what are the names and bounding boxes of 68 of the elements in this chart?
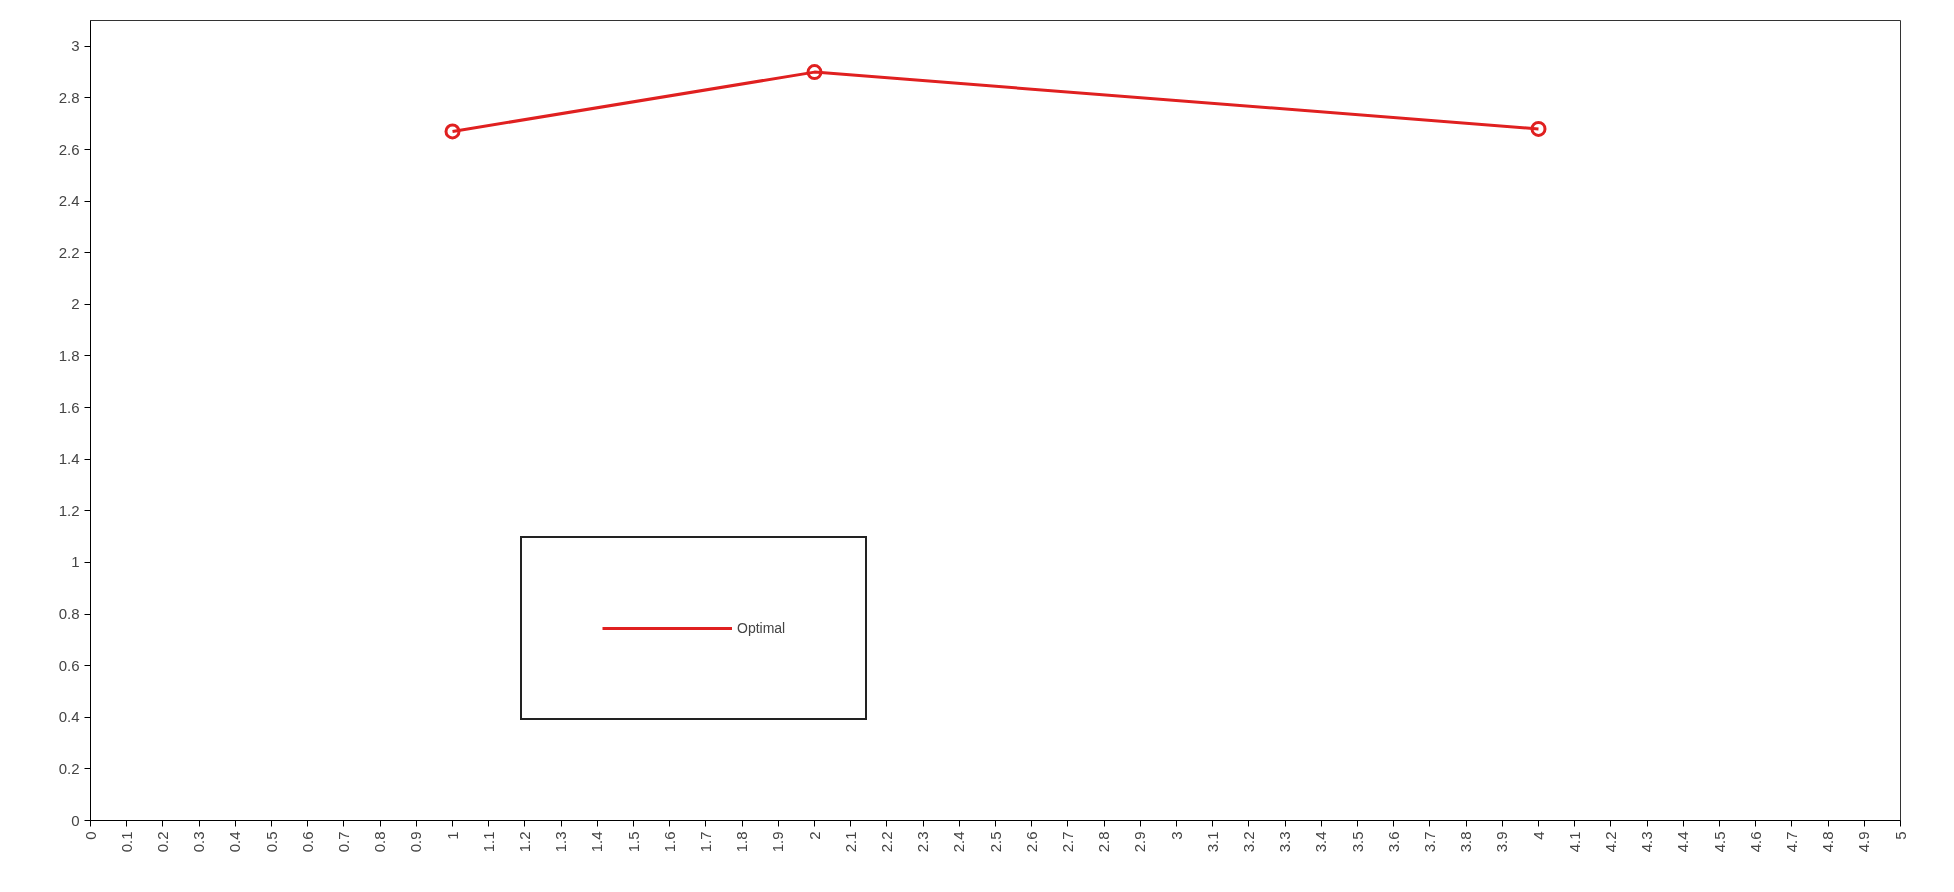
x-tick-label: 2.8 (1095, 831, 1113, 853)
x-tick-label: 2.4 (950, 831, 968, 853)
x-tick-label: 2.3 (914, 831, 932, 853)
x-tick-label: 3.9 (1493, 831, 1511, 853)
y-tick-label: 1 (71, 553, 80, 571)
x-tick-label: 2.2 (877, 831, 895, 853)
y-tick-label: 2.2 (58, 243, 80, 261)
y-tick-label: 2.6 (58, 140, 80, 158)
x-tick-label: 3.2 (1239, 831, 1257, 853)
x-tick-label: 3.5 (1348, 831, 1366, 853)
x-tick-label: 0 (81, 831, 99, 840)
x-tick-label: 3.8 (1457, 831, 1475, 853)
x-tick-label: 1.6 (660, 831, 678, 853)
x-tick-label: 1.9 (769, 831, 787, 853)
x-tick-label: 4.3 (1638, 831, 1656, 853)
x-tick-label: 1.1 (479, 831, 497, 853)
x-tick-label: 2.9 (1131, 831, 1149, 853)
x-tick-label: 3.3 (1276, 831, 1294, 853)
x-tick-label: 4.8 (1819, 831, 1837, 853)
y-tick-label: 1.4 (58, 450, 80, 468)
x-tick-label: 2.5 (986, 831, 1004, 853)
x-tick-label: 1.5 (624, 831, 642, 853)
x-tick-label: 4.4 (1674, 831, 1692, 853)
x-tick-label: 0.5 (262, 831, 280, 853)
y-tick-label: 0 (71, 811, 80, 829)
x-tick-label: 3.4 (1312, 831, 1330, 853)
x-tick-label: 2 (805, 831, 823, 840)
x-tick-label: 4 (1529, 831, 1547, 840)
y-tick-label: 0.8 (58, 605, 80, 623)
y-tick-label: 2.4 (58, 192, 80, 210)
x-tick-label: 1.8 (733, 831, 751, 853)
x-tick-label: 0.6 (298, 831, 316, 853)
y-tick-label: 0.2 (58, 759, 80, 777)
x-tick-label: 1.7 (696, 831, 714, 853)
x-tick-label: 4.2 (1601, 831, 1619, 853)
y-tick-label: 0.6 (58, 656, 80, 674)
x-tick-label: 0.9 (407, 831, 425, 853)
x-tick-label: 5 (1891, 831, 1909, 840)
x-tick-label: 3.1 (1203, 831, 1221, 853)
x-tick-label: 4.6 (1746, 831, 1764, 853)
x-tick-label: 0.7 (334, 831, 352, 853)
x-tick-label: 4.5 (1710, 831, 1728, 853)
y-tick-label: 0.4 (58, 708, 80, 726)
x-tick-label: 1.2 (515, 831, 533, 853)
x-tick-label: 1 (443, 831, 461, 840)
x-tick-label: 0.4 (226, 831, 244, 853)
x-tick-label: 3 (1167, 831, 1185, 840)
x-tick-label: 3.6 (1384, 831, 1402, 853)
x-tick-label: 4.7 (1782, 831, 1800, 853)
y-tick-label: 2 (71, 295, 80, 313)
x-tick-label: 0.8 (371, 831, 389, 853)
text: Optimal (737, 620, 786, 636)
y-tick-label: 2.8 (58, 88, 80, 106)
x-tick-label: 0.3 (190, 831, 208, 853)
x-tick-label: 0.1 (117, 831, 135, 853)
x-tick-label: 0.2 (153, 831, 171, 853)
x-tick-label: 2.6 (1022, 831, 1040, 853)
x-tick-label: 3.7 (1420, 831, 1438, 853)
y-tick-label: 3 (71, 37, 80, 55)
x-tick-label: 2.1 (841, 831, 859, 853)
y-tick-label: 1.6 (58, 398, 80, 416)
x-tick-label: 4.9 (1855, 831, 1873, 853)
y-tick-label: 1.2 (58, 501, 80, 519)
x-tick-label: 1.4 (588, 831, 606, 853)
x-tick-label: 4.1 (1565, 831, 1583, 853)
x-tick-label: 1.3 (552, 831, 570, 853)
y-tick-label: 1.8 (58, 346, 80, 364)
x-tick-label: 2.7 (1058, 831, 1076, 853)
